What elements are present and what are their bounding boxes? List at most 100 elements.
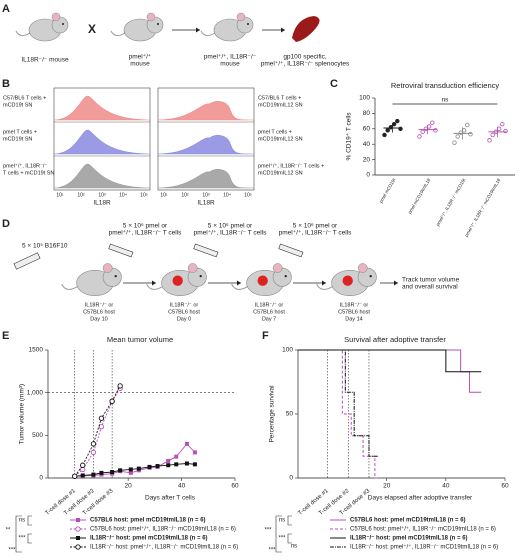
label-line: mCD19tmIL12 SN <box>258 170 303 176</box>
cross-symbol: X <box>88 22 96 36</box>
data-point <box>430 120 435 125</box>
label-line: Day 7 <box>262 316 276 322</box>
data-point <box>109 398 115 404</box>
x-axis-label: Days elapsed after adoptive transfer <box>368 495 473 502</box>
y-tick-label: 50 <box>286 411 294 418</box>
data-point <box>465 122 470 128</box>
legend-label: C57BL6 host: pmel⁺/⁺, IL18R⁻/⁻ mCD19tmIL… <box>90 526 236 533</box>
label-line: C57/BL6 T cells + <box>258 95 301 101</box>
label-line: and overall survival <box>402 284 458 291</box>
legend-marker <box>75 526 81 532</box>
legend-label: IL18R⁻/⁻ host: pmel⁺/⁺, IL18R⁻/⁻ mCD19tm… <box>90 544 238 551</box>
arrow-head <box>196 27 200 33</box>
label-line: pmel⁺/⁺, IL18R⁻/⁻ T cells <box>109 230 182 237</box>
y-axis-label: Percentage survival <box>269 385 276 443</box>
y-tick-label: 100 <box>282 347 293 354</box>
arrow-head <box>394 280 398 286</box>
data-point <box>500 121 505 127</box>
x-axis-label: Days after T cells <box>145 495 196 502</box>
histogram <box>53 163 151 189</box>
data-point <box>80 462 86 468</box>
series-line <box>74 443 196 477</box>
label-line: C57BL6 host <box>83 309 115 315</box>
x-tick-label: 10⁵ <box>244 192 252 198</box>
splenocyte-organ <box>292 16 320 42</box>
data-point <box>72 473 78 479</box>
data-point <box>155 464 160 469</box>
stats-label: *** <box>278 536 286 542</box>
y-tick-label: 60 <box>363 126 371 133</box>
y-tick-label: 100 <box>359 95 370 102</box>
chart-title: Retroviral transduction efficiency <box>391 81 499 90</box>
data-point <box>118 468 123 473</box>
survival-curve <box>298 349 482 373</box>
survival-curve <box>298 349 482 393</box>
legend-label: IL18R⁻/⁻ host: pmel mCD19tmIL18 (n = 6) <box>350 536 468 542</box>
data-point <box>490 132 495 138</box>
histogram-frame <box>157 87 255 191</box>
label-line: gp100 specific, <box>283 54 327 61</box>
legend-label: C57BL6 host: pmel mCD19tmIL18 (n = 6) <box>90 518 206 524</box>
x-tick-label: 10¹ <box>56 192 64 198</box>
label-line: Day 10 <box>90 316 107 322</box>
histogram-frame <box>53 87 151 191</box>
y-tick-label: 0 <box>289 475 293 482</box>
panel-letter: B <box>2 78 10 90</box>
label-line: 5 × 10⁵ B16F10 <box>22 243 68 250</box>
mouse-ear <box>357 263 368 273</box>
label-line: pmel⁺/⁺, IL18R⁻/⁻ <box>204 54 257 61</box>
x-tick-label: 20 <box>383 483 391 490</box>
stats-label: ns <box>291 544 297 550</box>
syringe <box>13 252 41 270</box>
survival-curve <box>298 349 381 479</box>
y-tick-label: 80 <box>363 110 371 117</box>
data-point <box>192 462 197 467</box>
legend-label: IL18R⁻/⁻ host: pmel⁺/⁺, IL18R⁻/⁻ mCD19tm… <box>350 544 498 551</box>
legend-label: C57BL6 host: pmel mCD19tmIL18 (n = 6) <box>350 518 466 524</box>
label-line: mCD19t SN <box>3 136 32 142</box>
panel-letter: C <box>330 78 338 90</box>
x-tick-label: 10⁴ <box>223 192 231 198</box>
mouse-eye <box>284 274 287 278</box>
label-line: mouse <box>220 61 240 68</box>
mouse-tail <box>15 30 31 37</box>
label-line: Track tumor volume <box>402 277 460 284</box>
syringe <box>193 243 219 258</box>
tumor <box>172 275 183 286</box>
legend-marker <box>76 518 80 522</box>
label-line: pmel⁺/⁺, IL18R⁻/⁻ splenocytes <box>261 61 350 68</box>
arrow-head <box>237 280 241 286</box>
mouse-icon <box>15 12 69 42</box>
x-tick-label: 10² <box>77 192 85 198</box>
tumor <box>257 275 268 286</box>
mouse-ear <box>187 263 198 273</box>
legend-label: C57BL6 host: pmel⁺/⁺, IL18R⁻/⁻ mCD19tmIL… <box>350 526 496 533</box>
mouse-tail <box>146 283 164 290</box>
panel-letter: A <box>2 3 10 15</box>
mouse-icon <box>316 263 377 296</box>
x-tick-label: 10³ <box>98 192 106 198</box>
label-line: C57BL6 host <box>338 309 370 315</box>
y-axis-label: Tumor volume (mm³) <box>19 384 26 444</box>
y-axis-label: % CD19⁺ T cells <box>346 112 353 161</box>
label-line: mCD19tmIL12 SN <box>258 136 303 142</box>
dose-label: T-cell dose #1 <box>45 488 78 517</box>
label-line: C57BL6 host <box>168 309 200 315</box>
syringe <box>108 243 134 258</box>
mouse-tail <box>316 283 334 290</box>
chart-title: Survival after adoptive transfer <box>344 335 446 344</box>
x-tick-label: 60 <box>231 483 239 490</box>
stats-label: ** <box>6 528 11 534</box>
ns-label: ns <box>442 97 450 104</box>
data-point <box>487 138 492 143</box>
x-axis-label: IL18R <box>93 200 111 207</box>
x-tick-label: 40 <box>178 483 186 490</box>
y-tick-label: 40 <box>363 141 371 148</box>
histogram <box>53 129 151 155</box>
label-line: mCD19t SN <box>3 102 32 108</box>
label-line: pmel⁺/⁺, IL18R⁻/⁻ T cells <box>279 230 352 237</box>
mouse-tail <box>110 30 126 37</box>
arrow-head <box>152 280 156 286</box>
x-tick-label: 10³ <box>202 192 210 198</box>
